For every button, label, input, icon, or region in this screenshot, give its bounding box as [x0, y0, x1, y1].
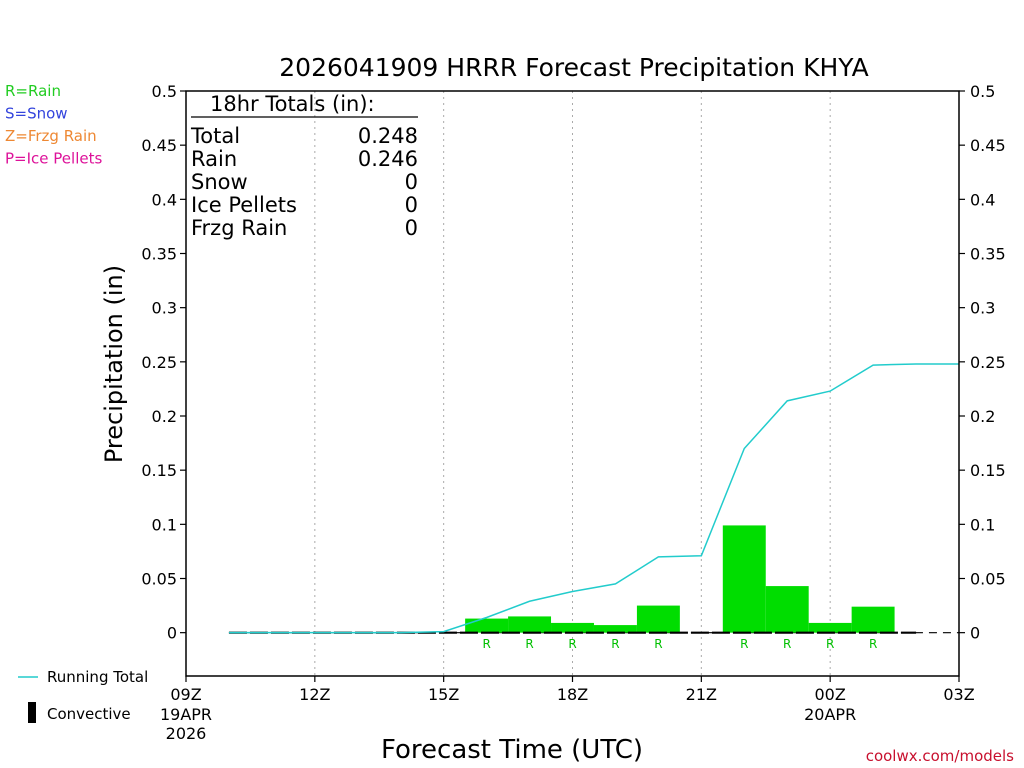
bar-8 — [851, 606, 895, 633]
ptype-legend-item: P=Ice Pellets — [5, 150, 102, 168]
bar-7 — [808, 622, 852, 633]
y-axis-left: 0 0.05 0.1 0.15 0.2 0.25 0.3 0.35 0.4 0.45 0.5 — [141, 82, 186, 643]
totals-label: Total — [190, 124, 240, 148]
x-tick-sublabel: 19APR — [160, 705, 212, 724]
running-total-line — [228, 363, 959, 634]
bar-0 — [465, 618, 509, 633]
bar-6 — [765, 586, 809, 633]
y-tick-label-left: 0.4 — [152, 190, 177, 209]
ptype-marker: R — [568, 637, 576, 651]
totals-label: Frzg Rain — [191, 216, 287, 240]
x-tick-sublabel: 2026 — [166, 724, 207, 743]
y-tick-label-left: 0.25 — [141, 353, 177, 372]
x-tick-label: 09Z — [170, 685, 201, 704]
running-total-series — [228, 363, 959, 634]
series-legend: Running Total Convective — [18, 668, 148, 723]
y-tick-label-left: 0.05 — [141, 570, 177, 589]
y-tick-label-right: 0.2 — [970, 407, 995, 426]
ptype-legend-item: S=Snow — [5, 105, 68, 123]
x-tick-label: 21Z — [686, 685, 717, 704]
bar-2 — [551, 622, 594, 633]
ptype-legend-item: Z=Frzg Rain — [5, 127, 97, 145]
totals-value: 0 — [405, 216, 418, 240]
x-tick-label: 03Z — [943, 685, 974, 704]
y-tick-label-left: 0.15 — [141, 461, 177, 480]
bar-4 — [636, 605, 680, 633]
y-tick-label-left: 0.35 — [141, 245, 177, 264]
totals-label: Ice Pellets — [191, 193, 297, 217]
x-tick-sublabel: 20APR — [804, 705, 856, 724]
chart-title: 2026041909 HRRR Forecast Precipitation K… — [279, 53, 868, 82]
bar-3 — [593, 625, 637, 633]
ptype-marker: R — [482, 637, 490, 651]
ptype-marker: R — [826, 637, 834, 651]
totals-value: 0 — [405, 170, 418, 194]
grid-lines — [314, 91, 831, 676]
y-axis-label: Precipitation (in) — [100, 265, 128, 463]
ptype-legend-item: R=Rain — [5, 82, 61, 100]
y-tick-label-right: 0.35 — [970, 245, 1006, 264]
x-tick-label: 15Z — [428, 685, 459, 704]
y-tick-label-right: 0.05 — [970, 570, 1006, 589]
ptype-marker: R — [525, 637, 533, 651]
y-tick-label-right: 0 — [970, 624, 980, 643]
y-tick-label-left: 0.5 — [152, 82, 177, 101]
ptype-marker: R — [869, 637, 877, 651]
bar-1 — [508, 616, 552, 633]
x-tick-label: 18Z — [557, 685, 588, 704]
y-tick-label-right: 0.4 — [970, 190, 995, 209]
totals-label: Snow — [191, 170, 248, 194]
bars — [465, 525, 895, 633]
y-tick-label-right: 0.3 — [970, 299, 995, 318]
ptype-marker: R — [740, 637, 748, 651]
y-tick-label-left: 0.1 — [152, 515, 177, 534]
x-tick-label: 12Z — [299, 685, 330, 704]
totals-box: 18hr Totals (in): Total 0.248 Rain 0.246 Snow… — [190, 92, 418, 240]
y-axis-right: 0 0.05 0.1 0.15 0.2 0.25 0.3 0.35 0.4 0.45 0.5 — [959, 82, 1006, 643]
running-total-legend-label: Running Total — [47, 668, 148, 686]
totals-value: 0.248 — [358, 124, 418, 148]
convective-legend-label: Convective — [47, 705, 131, 723]
ptype-marker: R — [783, 637, 791, 651]
y-tick-label-left: 0.3 — [152, 299, 177, 318]
y-tick-label-left: 0.45 — [141, 136, 177, 155]
ptype-marker: R — [654, 637, 662, 651]
x-tick-label: 00Z — [815, 685, 846, 704]
totals-label: Rain — [191, 147, 237, 171]
ptype-marker: R — [611, 637, 619, 651]
y-tick-label-right: 0.25 — [970, 353, 1006, 372]
convective-legend-swatch — [28, 702, 36, 723]
totals-value: 0.246 — [358, 147, 418, 171]
y-tick-label-right: 0.15 — [970, 461, 1006, 480]
y-tick-label-right: 0.1 — [970, 515, 995, 534]
bar-5 — [722, 525, 766, 633]
y-tick-label-right: 0.5 — [970, 82, 995, 101]
y-tick-label-left: 0 — [167, 624, 177, 643]
x-axis-label: Forecast Time (UTC) — [381, 735, 643, 765]
ptype-legend: R=Rain S=Snow Z=Frzg Rain P=Ice Pellets — [5, 82, 102, 168]
totals-heading: 18hr Totals (in): — [210, 92, 375, 116]
y-tick-label-right: 0.45 — [970, 136, 1006, 155]
y-tick-label-left: 0.2 — [152, 407, 177, 426]
totals-value: 0 — [405, 193, 418, 217]
credit-text: coolwx.com/models — [866, 747, 1014, 765]
